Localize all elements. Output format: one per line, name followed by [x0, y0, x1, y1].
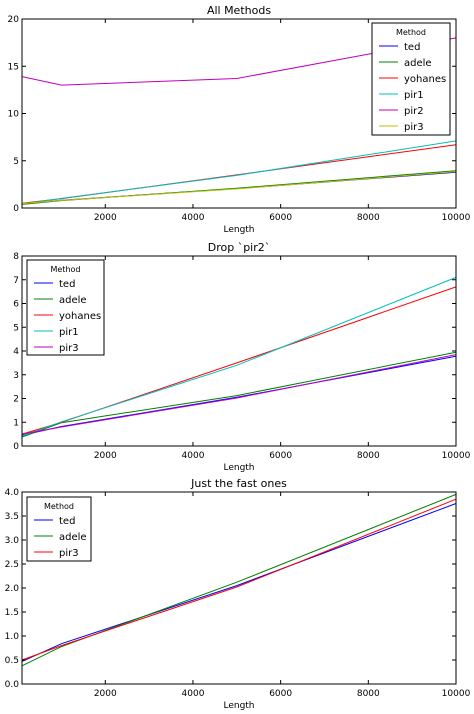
y-tick-label: 10	[8, 110, 20, 120]
series-line-pir3	[21, 498, 457, 661]
legend-title: Method	[50, 265, 80, 274]
series-line-adele	[21, 351, 457, 438]
y-tick-label: 3.0	[5, 536, 20, 546]
legend-entry-ted: ted	[59, 516, 75, 527]
legend-entry-pir3: pir3	[59, 343, 79, 354]
y-tick-label: 0	[13, 442, 19, 452]
legend-title: Method	[396, 28, 426, 37]
x-tick-label: 10000	[442, 213, 471, 223]
y-tick-label: 15	[8, 62, 19, 72]
y-tick-label: 5	[13, 157, 19, 167]
x-tick-label: 2000	[94, 213, 117, 223]
y-tick-label: 1.0	[5, 632, 20, 642]
chart-title: All Methods	[207, 4, 271, 17]
y-tick-label: 1.5	[5, 608, 19, 618]
x-tick-label: 6000	[269, 213, 292, 223]
legend-entry-pir1: pir1	[404, 90, 424, 101]
legend-entry-yohanes: yohanes	[404, 74, 446, 85]
series-line-adele	[21, 170, 457, 205]
y-tick-label: 8	[13, 252, 19, 262]
legend: Method ted adele yohanes pir1 pir3	[26, 259, 105, 356]
legend-entry-adele: adele	[59, 295, 87, 306]
x-tick-label: 4000	[182, 689, 205, 699]
y-tick-label: 4.0	[5, 488, 20, 498]
chart-title: Just the fast ones	[190, 477, 287, 490]
series-line-yohanes	[21, 286, 457, 435]
x-axis-label: Length	[223, 225, 254, 235]
legend-entry-pir3: pir3	[59, 548, 79, 559]
x-tick-label: 10000	[442, 689, 471, 699]
x-tick-label: 6000	[269, 451, 292, 461]
y-tick-label: 5	[13, 323, 19, 333]
legend-entry-pir3: pir3	[404, 122, 424, 133]
x-tick-label: 10000	[442, 451, 471, 461]
y-tick-label: 1	[13, 418, 19, 428]
x-tick-label: 8000	[357, 213, 380, 223]
series-line-pir3	[21, 354, 457, 435]
legend-entry-pir1: pir1	[59, 327, 79, 338]
series-line-pir2	[21, 37, 457, 86]
legend: Method ted adele pir3	[26, 496, 92, 562]
series-line-pir1	[21, 276, 457, 437]
legend-entry-ted: ted	[404, 42, 420, 53]
y-tick-label: 0.5	[5, 656, 19, 666]
chart-panel-2: Drop `pir2` 2000 4000 6000 8000 10000 0 1 2 3 4 5 6 7…	[13, 241, 470, 473]
x-axis-label: Length	[223, 701, 254, 711]
y-tick-label: 2.5	[5, 560, 19, 570]
series-line-pir1	[21, 140, 457, 205]
x-tick-label: 4000	[182, 213, 205, 223]
series-line-pir3	[21, 171, 457, 204]
x-tick-label: 2000	[94, 689, 117, 699]
y-tick-label: 20	[8, 15, 20, 25]
series-line-adele	[21, 493, 457, 667]
chart-title: Drop `pir2`	[208, 241, 271, 254]
y-tick-label: 6	[13, 300, 19, 310]
legend-box	[371, 22, 451, 136]
x-tick-label: 2000	[94, 451, 117, 461]
y-tick-label: 3	[13, 371, 19, 381]
y-tick-label: 2.0	[5, 584, 20, 594]
series-line-yohanes	[21, 144, 457, 204]
legend-title: Method	[44, 502, 74, 511]
legend-entry-yohanes: yohanes	[59, 311, 101, 322]
x-axis-label: Length	[223, 463, 254, 473]
x-tick-label: 6000	[269, 689, 292, 699]
legend-box	[26, 259, 105, 356]
y-tick-label: 7	[13, 276, 19, 286]
series-line-ted	[21, 355, 457, 436]
legend-entry-adele: adele	[404, 58, 432, 69]
x-tick-label: 8000	[357, 451, 380, 461]
y-tick-label: 0	[13, 204, 19, 214]
legend-box	[26, 496, 92, 562]
y-tick-label: 2	[13, 395, 19, 405]
y-tick-label: 4	[13, 347, 19, 357]
legend-entry-ted: ted	[59, 279, 75, 290]
y-tick-label: 3.5	[5, 512, 19, 522]
legend-entry-pir2: pir2	[404, 106, 424, 117]
y-tick-label: 0.0	[5, 680, 20, 690]
chart-panel-1: All Methods 2000 4000 6000 8000 10000 0 5 10 15 20…	[8, 4, 471, 235]
legend-entry-adele: adele	[59, 532, 87, 543]
legend: Method ted adele yohanes pir1 pir2 pir3	[371, 22, 451, 136]
x-tick-label: 8000	[357, 689, 380, 699]
x-tick-label: 4000	[182, 451, 205, 461]
chart-panel-3: Just the fast ones 2000 4000 6000 8000 10000 0…	[5, 477, 471, 711]
